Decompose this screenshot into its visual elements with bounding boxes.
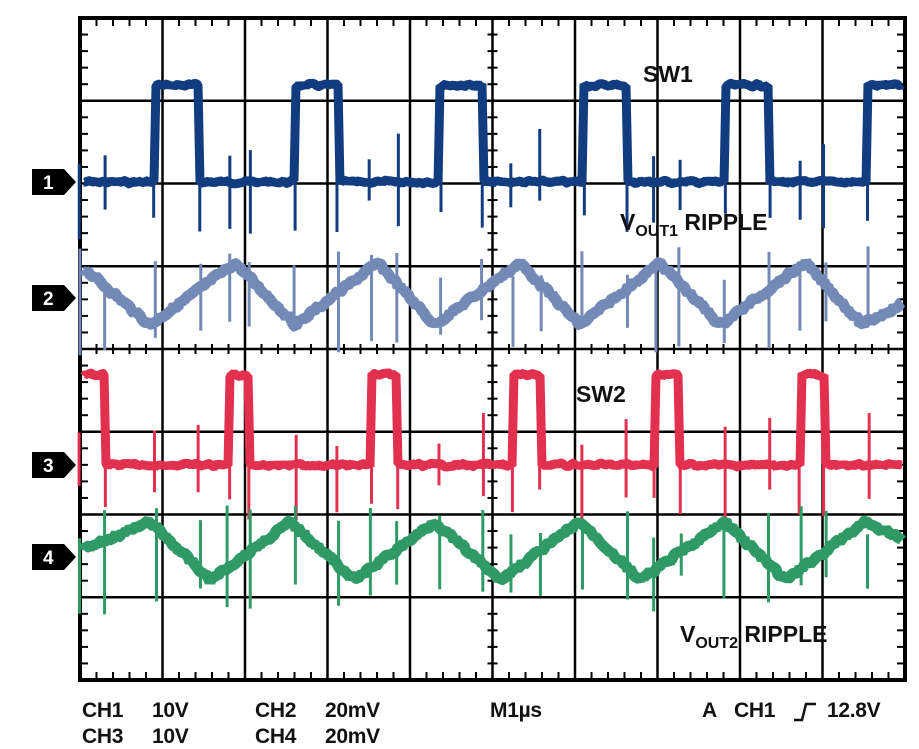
- timebase: M1µs: [490, 699, 542, 722]
- trigger-source: CH1: [734, 699, 776, 722]
- marker-arrow: [32, 452, 76, 478]
- label-vout2-ripple: VOUT2 RIPPLE: [680, 621, 827, 652]
- marker-arrow: [32, 544, 76, 570]
- ch3-scale: 10V: [152, 725, 189, 748]
- ch2-label: CH2: [255, 699, 297, 722]
- ch2-scale: 20mV: [325, 699, 380, 722]
- ch4-scale: 20mV: [325, 725, 380, 748]
- rising-edge-icon: [794, 702, 816, 722]
- trigger-mode: A: [702, 699, 717, 722]
- ch1-scale: 10V: [152, 699, 189, 722]
- trigger-level: 12.8V: [827, 699, 881, 722]
- label-vout1-ripple: VOUT1 RIPPLE: [620, 209, 767, 240]
- trace-ch2: [78, 246, 906, 356]
- marker-label: 1: [43, 173, 54, 194]
- ch4-label: CH4: [255, 725, 297, 748]
- trace-ch1: [77, 78, 905, 240]
- trace-ch4: [78, 505, 906, 615]
- channel-marker-4: 4: [32, 544, 76, 570]
- waveform-line: [79, 256, 906, 332]
- channel-marker-1: 1: [32, 169, 76, 195]
- label-sw1: SW1: [643, 61, 693, 87]
- label-sw2: SW2: [576, 381, 626, 407]
- channel-marker-2: 2: [32, 285, 76, 311]
- marker-label: 2: [43, 289, 54, 310]
- channel-marker-3: 3: [32, 452, 76, 478]
- channel-markers: 1 2 3 4: [32, 169, 76, 570]
- marker-label: 3: [43, 456, 54, 477]
- oscilloscope-display: 1 2 3 4 SW1 VOUT1 RIPPLE SW2 VOUT2 RIPPLE: [32, 16, 907, 682]
- ch1-label: CH1: [82, 699, 124, 722]
- trace-ch3: [77, 368, 903, 522]
- ch3-label: CH3: [82, 725, 124, 748]
- waveform-line: [78, 515, 906, 586]
- marker-arrow: [32, 169, 76, 195]
- waveform-line: [80, 368, 903, 472]
- marker-arrow: [32, 285, 76, 311]
- trace-labels: SW1 VOUT1 RIPPLE SW2 VOUT2 RIPPLE: [576, 61, 827, 652]
- marker-label: 4: [43, 548, 54, 569]
- waveform-traces: [77, 78, 906, 615]
- waveform-line: [83, 78, 905, 189]
